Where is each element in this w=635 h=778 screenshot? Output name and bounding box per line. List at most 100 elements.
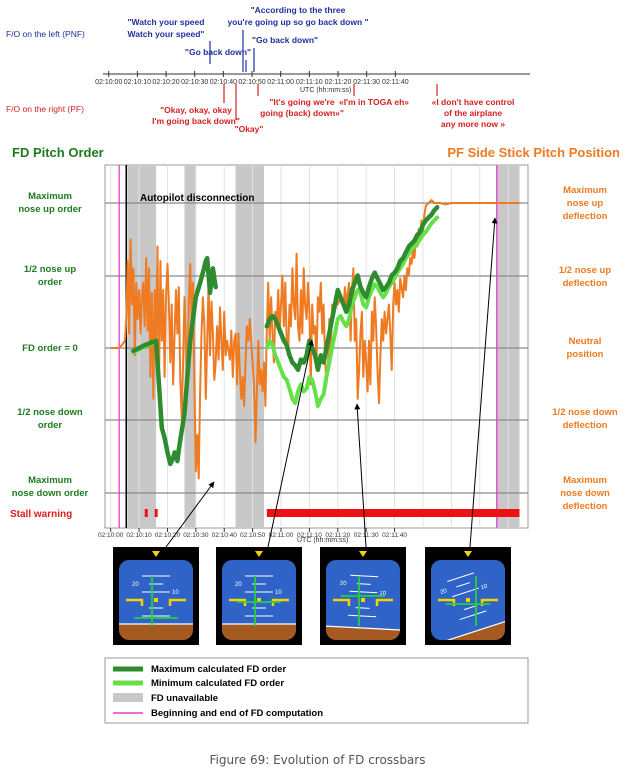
bottom-tick-label-0: 02:10:00 xyxy=(98,532,124,539)
top-tick-label-5: 02:10:50 xyxy=(238,79,265,86)
right-half-down-1: 1/2 nose down xyxy=(552,407,618,418)
pfd-horizon xyxy=(431,602,505,640)
fd-pitch-order-title: FD Pitch Order xyxy=(12,145,104,160)
pf-quote-5-line-2: of the airplane xyxy=(444,108,502,118)
right-max-down-1: Maximum xyxy=(563,475,607,486)
left-half-down-1: 1/2 nose down xyxy=(17,407,83,418)
side-stick-title: PF Side Stick Pitch Position xyxy=(447,145,620,160)
pnf-quote-1-line-2: Watch your speed" xyxy=(128,29,205,39)
pfd-ground xyxy=(222,624,296,640)
pfd-pitch-line xyxy=(348,614,377,618)
fd-max-line-2 xyxy=(264,205,440,373)
pnf-axis-label: F/O on the left (PNF) xyxy=(6,29,85,39)
left-half-up-2: order xyxy=(38,277,63,288)
pfd-sky xyxy=(431,560,505,640)
pfd-pitch-label: 20 xyxy=(132,582,139,588)
pnf-quote-pointers xyxy=(209,30,255,72)
pfd-aircraft-center xyxy=(466,598,470,602)
pf-quotes: "Okay, okay, okay I'm going back down" "… xyxy=(152,97,514,134)
pf-quote-pointers xyxy=(223,84,438,120)
bottom-tick-label-10: 02:11:40 xyxy=(382,532,407,539)
legend-unavailable: FD unavailable xyxy=(151,693,218,704)
fd-max-series xyxy=(131,205,440,467)
top-tick-label-9: 02:11:30 xyxy=(353,79,380,86)
bottom-tick-label-2: 02:10:20 xyxy=(155,532,181,539)
pnf-quote-2: "Go back down" xyxy=(185,47,251,57)
pfd-pitch-line xyxy=(456,582,470,588)
top-tick-label-0: 02:10:00 xyxy=(95,79,122,86)
left-zero: FD order = 0 xyxy=(22,343,78,354)
legend-box xyxy=(104,657,529,724)
pf-quote-1-line-2: I'm going back down" xyxy=(152,116,240,126)
pfd-aircraft-right xyxy=(168,598,186,606)
right-half-down-2: deflection xyxy=(563,420,608,431)
pfd-pitch-line xyxy=(350,574,379,578)
bottom-tick-label-6: 02:11:00 xyxy=(269,532,294,539)
pfd-pitch-label: 20 xyxy=(235,582,242,588)
autopilot-label: Autopilot disconnection xyxy=(140,193,254,204)
pnf-quotes: "Watch your speed Watch your speed" "Go … xyxy=(128,5,369,57)
bottom-utc-label: UTC (hh:mm:ss) xyxy=(297,537,348,544)
top-tick-label-7: 02:11:10 xyxy=(296,79,323,86)
fd-computation-markers xyxy=(118,165,498,528)
pfd-pitch-line xyxy=(349,590,378,594)
pfd-ground xyxy=(119,624,193,640)
left-half-up-1: 1/2 nose up xyxy=(24,264,76,275)
bottom-tick-label-9: 02:11:30 xyxy=(354,532,379,539)
pfd-pitch-label: 10 xyxy=(480,583,489,591)
top-tick-label-4: 02:10:40 xyxy=(210,79,237,86)
bottom-axis-ticks: 02:10:00 02:10:10 02:10:20 02:10:30 02:10:40… xyxy=(98,528,407,539)
pfd-arrow-4 xyxy=(469,217,498,548)
right-half-up-1: 1/2 nose up xyxy=(559,265,611,276)
bottom-tick-label-8: 02:11:20 xyxy=(325,532,350,539)
pf-axis-label: F/O on the right (PF) xyxy=(6,104,84,114)
pf-quote-4: «I'm in TOGA eh» xyxy=(339,97,409,107)
pfd-pitch-line xyxy=(355,607,370,609)
right-level-labels: Maximum nose up deflection 1/2 nose up d… xyxy=(552,185,618,512)
top-tick-label-2: 02:10:20 xyxy=(152,79,179,86)
bottom-tick-label-1: 02:10:10 xyxy=(126,532,152,539)
pfd-aircraft-left xyxy=(333,598,351,606)
top-tick-label-6: 02:11:00 xyxy=(267,79,294,86)
bottom-tick-label-3: 02:10:30 xyxy=(183,532,209,539)
pfd-horizon xyxy=(326,623,400,634)
legend-fd-max: Maximum calculated FD order xyxy=(151,664,286,675)
pfd-roll-pointer xyxy=(152,551,160,557)
pfd-aircraft-center xyxy=(154,598,158,602)
stall-warning-label: Stall warning xyxy=(10,509,72,520)
left-max-up-2: nose up order xyxy=(18,204,82,215)
pfd-arrow-3 xyxy=(354,403,367,548)
pfd-sky xyxy=(326,560,400,633)
left-max-down-2: nose down order xyxy=(12,488,89,499)
pfd-pitch-label: 10 xyxy=(275,590,282,596)
bottom-tick-label-7: 02:11:10 xyxy=(297,532,322,539)
right-max-up-2: nose up xyxy=(567,198,604,209)
left-half-down-2: order xyxy=(38,420,63,431)
stall-warning-bar-3 xyxy=(266,509,520,517)
left-max-down-1: Maximum xyxy=(28,475,72,486)
pfd-arrow-2 xyxy=(267,339,314,548)
pf-quote-5-line-1: «I don't have control xyxy=(432,97,515,107)
pnf-quote-3-line-1: "According to the three xyxy=(251,5,346,15)
pfd-pitch-label: 10 xyxy=(172,590,179,596)
legend-fd-min: Minimum calculated FD order xyxy=(151,678,284,689)
right-max-down-3: deflection xyxy=(563,501,608,512)
bottom-tick-label-4: 02:10:40 xyxy=(212,532,238,539)
pfd-pitch-line xyxy=(459,610,487,621)
top-tick-label-8: 02:11:20 xyxy=(325,79,352,86)
pfd-pointer-arrows xyxy=(165,217,498,548)
pf-quote-5-line-3: any more now » xyxy=(441,119,506,129)
pfd-pitch-line xyxy=(463,604,478,611)
stall-warning-bars xyxy=(144,509,520,517)
pfd-pitch-label: 20 xyxy=(440,588,449,596)
pf-quote-3-line-1: "It's going we're xyxy=(269,97,334,107)
pfd-roll-pointer xyxy=(464,551,472,557)
pnf-quote-1-line-1: "Watch your speed xyxy=(128,17,205,27)
